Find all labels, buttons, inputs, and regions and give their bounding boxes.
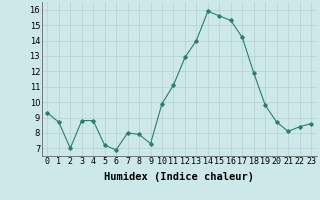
X-axis label: Humidex (Indice chaleur): Humidex (Indice chaleur): [104, 172, 254, 182]
